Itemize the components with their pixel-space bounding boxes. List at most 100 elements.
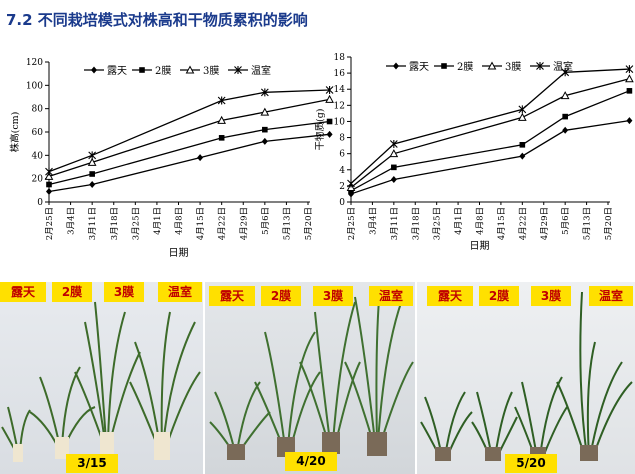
legend-label: 3膜	[505, 61, 521, 73]
legend-label: 露天	[107, 65, 127, 77]
data-point	[260, 88, 269, 97]
x-tick-label: 3月11日	[88, 207, 98, 240]
data-point	[87, 157, 97, 166]
label-greenhouse: 温室	[589, 286, 633, 306]
x-tick-label: 2月25日	[45, 207, 55, 240]
y-tick-label: 40	[32, 151, 44, 161]
legend-label: 温室	[251, 64, 271, 77]
data-point	[562, 126, 569, 134]
legend-marker	[139, 67, 145, 73]
x-tick-label: 3月18日	[110, 207, 120, 240]
data-point	[389, 149, 399, 158]
data-point	[519, 152, 526, 160]
x-tick-label: 3月25日	[131, 207, 141, 240]
y-tick-label: 12	[334, 101, 345, 111]
data-point	[217, 115, 227, 124]
data-point	[326, 118, 333, 125]
data-point	[260, 107, 270, 116]
data-point	[389, 140, 398, 148]
x-tick-label: 4月1日	[454, 207, 464, 235]
label-2-film: 2膜	[261, 286, 301, 306]
y-tick-label: 14	[334, 85, 346, 95]
x-tick-label: 4月8日	[476, 207, 486, 235]
data-point	[217, 96, 226, 105]
photo-panel-3-15: 露天 2膜 3膜 温室 3/15	[0, 282, 203, 474]
x-tick-label: 3月11日	[390, 207, 400, 240]
data-point	[519, 142, 526, 148]
data-point	[326, 130, 333, 138]
data-point	[218, 135, 225, 141]
label-open-field: 露天	[209, 286, 255, 306]
y-tick-label: 18	[334, 53, 346, 63]
data-point	[89, 171, 95, 177]
data-point	[261, 137, 268, 145]
data-point	[561, 68, 570, 77]
y-tick-label: 4	[339, 166, 345, 176]
x-tick-label: 3月25日	[433, 207, 443, 240]
data-point	[46, 181, 52, 188]
x-tick-label: 2月25日	[347, 207, 357, 240]
x-tick-label: 5月20日	[304, 207, 314, 240]
x-tick-label: 5月13日	[282, 207, 292, 240]
data-point	[89, 181, 96, 188]
x-tick-label: 4月22日	[518, 207, 528, 240]
x-tick-label: 3月4日	[67, 207, 77, 235]
y-tick-label: 16	[334, 69, 346, 79]
data-point	[45, 167, 53, 176]
legend-marker	[91, 66, 97, 74]
photo-date: 3/15	[66, 454, 118, 473]
data-point	[325, 94, 334, 103]
y-tick-label: 0	[339, 198, 345, 208]
data-point	[88, 151, 97, 160]
y-tick-label: 2	[339, 182, 345, 192]
data-point	[625, 65, 634, 74]
series-1	[46, 118, 333, 188]
legend-marker	[393, 62, 399, 70]
legend-marker	[185, 65, 195, 74]
series-line	[350, 90, 630, 192]
legend-label: 2膜	[155, 65, 171, 77]
photo-panel-4-20: 露天 2膜 3膜 温室 4/20	[205, 282, 415, 474]
series-0	[348, 117, 633, 198]
data-point	[626, 88, 633, 94]
y-tick-label: 80	[32, 105, 44, 115]
legend-marker	[536, 62, 544, 70]
x-axis-label: 日期	[169, 247, 189, 259]
series-2	[346, 74, 634, 191]
x-tick-label: 5月6日	[561, 207, 571, 235]
legend-marker	[441, 63, 447, 69]
y-axis-label: 株高(cm)	[9, 112, 21, 153]
legend-label: 温室	[553, 60, 573, 73]
x-tick-label: 3月4日	[368, 207, 378, 235]
data-point	[626, 117, 633, 125]
y-tick-label: 20	[32, 175, 44, 185]
legend-marker	[234, 66, 242, 74]
x-tick-label: 4月29日	[239, 207, 249, 240]
data-point	[517, 112, 527, 121]
data-point	[391, 164, 397, 171]
data-point	[347, 179, 355, 188]
data-point	[262, 126, 268, 133]
data-point	[44, 171, 54, 180]
data-point	[390, 175, 397, 183]
y-axis-label: 干物质(g)	[314, 109, 326, 151]
plant-photo-3-15	[0, 282, 203, 474]
slide-title: 7.2 不同栽培模式对株高和干物质累积的影响	[6, 11, 308, 29]
plant-photo-5-20	[417, 282, 635, 474]
label-3-film: 3膜	[104, 282, 144, 302]
data-point	[562, 113, 568, 120]
series-2	[44, 94, 334, 180]
series-line	[350, 119, 630, 195]
y-tick-label: 100	[26, 81, 43, 91]
y-tick-label: 120	[26, 58, 43, 68]
y-tick-label: 6	[339, 150, 345, 160]
x-tick-label: 4月15日	[196, 207, 206, 240]
x-tick-label: 5月6日	[261, 207, 271, 235]
x-tick-label: 4月1日	[153, 207, 163, 235]
x-tick-label: 4月29日	[540, 207, 550, 240]
photo-panel-5-20: 露天 2膜 3膜 温室 5/20	[417, 282, 635, 474]
label-open-field: 露天	[0, 282, 46, 302]
label-greenhouse: 温室	[158, 282, 202, 302]
